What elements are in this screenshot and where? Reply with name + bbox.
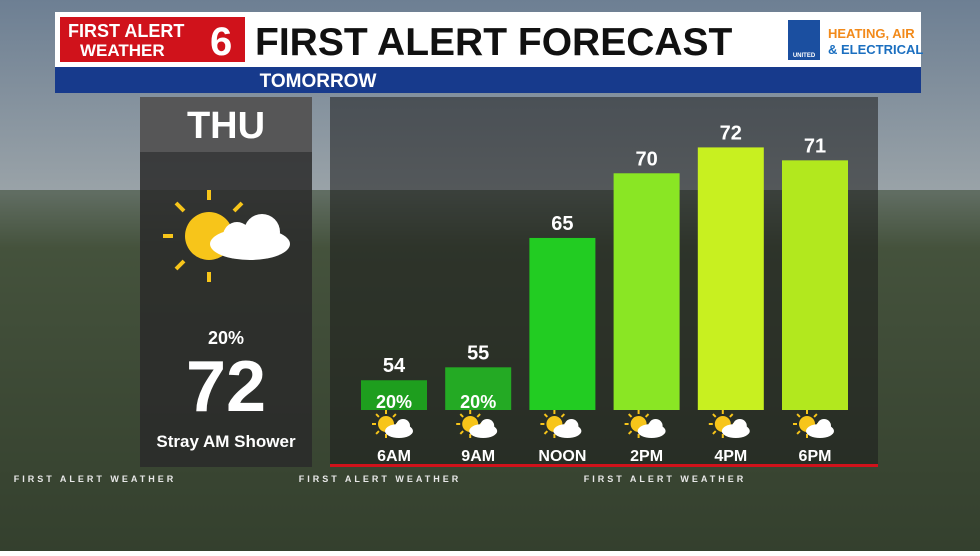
cloud [817,419,831,433]
cloud [732,419,747,433]
precip-label: 20% [376,392,412,412]
sun-ray [375,413,380,418]
sun-ray [712,430,717,435]
precip-label: 20% [460,392,496,412]
value-label: 54 [383,355,406,377]
sun-ray [375,430,380,435]
sun-ray [712,413,717,418]
sun-ray [644,413,650,418]
logo-line2: WEATHER [80,41,165,60]
value-label: 65 [551,213,573,235]
bar [445,367,512,410]
weather-icon [372,410,413,438]
logo-box [60,17,245,62]
weather-icon [540,410,582,438]
x-tick-label: NOON [538,448,586,465]
ticker-text: FIRST ALERT WEATHER [14,474,177,484]
weather-icon [456,410,498,438]
ticker: FIRST ALERT WEATHER FIRST ALERT WEATHER FI… [14,474,747,484]
cloud [648,419,663,433]
sun-ray [627,413,633,418]
x-tick-label: 6PM [799,448,832,465]
cloud [396,419,410,433]
sun-ray [459,430,464,435]
day-panel [140,97,312,467]
bar [529,237,596,410]
sponsor-line1: HEATING, AIR [828,26,915,41]
day-header [140,97,312,152]
description: Stray AM Shower [156,432,296,451]
value-label: 71 [804,135,826,157]
chart-baseline [330,464,878,467]
sun-ray [476,413,481,418]
ticker-text: FIRST ALERT WEATHER [299,474,462,484]
cloud [480,419,495,433]
day: THU [187,105,265,147]
sun-ray [543,413,549,418]
x-tick-label: 4PM [714,448,747,465]
sun-ray [729,413,734,418]
sun-ray [627,430,633,435]
sun-ray [560,413,566,418]
sun-ray [813,413,818,418]
day-icon [163,190,290,282]
subtitle: TOMORROW [260,71,377,92]
sun-ray [459,413,464,418]
value-label: 70 [635,148,657,170]
high-temp: 72 [186,347,266,427]
bar [613,173,680,410]
sun-ray [796,430,801,435]
sun-ray [796,413,801,418]
sponsor-logo-box [788,20,820,60]
sponsor-logo: UNITED [793,53,816,59]
title: FIRST ALERT FORECAST [255,21,733,64]
x-tick-label: 6AM [377,448,411,465]
cloud [564,419,579,433]
value-label: 55 [467,342,489,364]
bars: 54 20% 6AM 55 20% 9AM 65 NOON 70 2PM 72 4PM 71 6PM [361,122,848,465]
logo-line1: FIRST ALERT [68,21,184,41]
sponsor-line2: & ELECTRICAL [828,42,923,57]
weather-icon [624,410,666,438]
x-tick-label: 9AM [461,448,495,465]
bar [782,160,848,410]
value-label: 72 [720,122,742,144]
ticker-text: FIRST ALERT WEATHER [584,474,747,484]
sun-ray [543,430,549,435]
bar [361,380,427,410]
logo-number: 6 [210,20,232,64]
subtitle-band [55,67,921,93]
x-tick-label: 2PM [630,448,663,465]
sun-ray [392,413,397,418]
weather-icon [708,410,750,438]
rain-chance: 20% [208,328,244,348]
bar [697,147,764,410]
weather-icon [793,410,834,438]
